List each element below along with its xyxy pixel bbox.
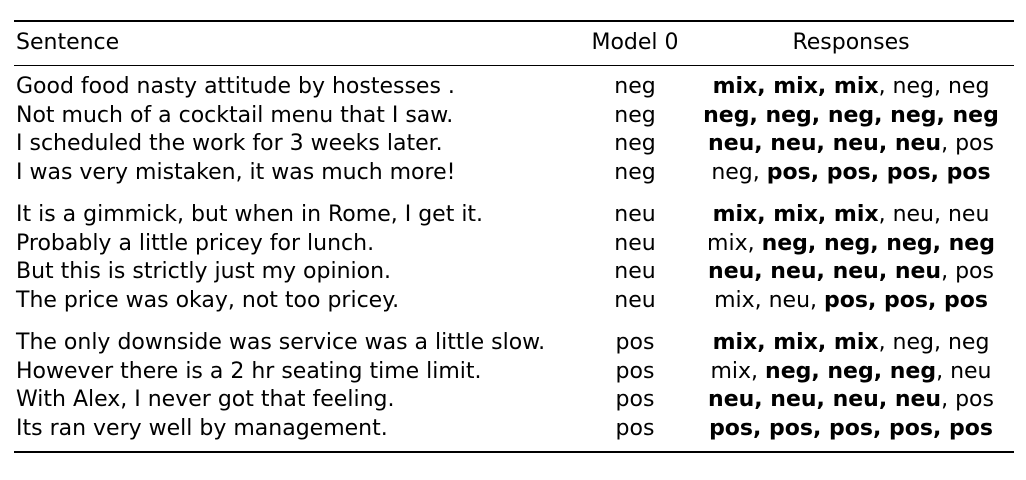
sentence-cell: However there is a 2 hr seating time lim… (16, 358, 482, 384)
model-label-cell: pos (615, 387, 655, 413)
sentence-cell: The only downside was service was a litt… (16, 330, 546, 355)
response-majority-segment: neg, neg, neg (765, 358, 937, 384)
response-majority-segment: neu, neu, neu, neu (708, 387, 942, 413)
response-segment: , pos (941, 259, 994, 285)
sentence-cell: Good food nasty attitude by hostesses . (16, 74, 455, 99)
header-responses: Responses (792, 30, 910, 55)
sentence-cell: Probably a little pricey for lunch. (16, 230, 375, 256)
model-label-cell: neu (614, 288, 656, 314)
response-segment: , pos (941, 131, 994, 157)
responses-cell: neu, neu, neu, neu, pos (688, 130, 1014, 158)
responses-cell: neg, neg, neg, neg, neg (688, 102, 1014, 130)
sentence-cell: The price was okay, not too pricey. (16, 288, 400, 314)
response-segment: mix, (707, 230, 762, 256)
model-label-cell: neu (614, 202, 656, 227)
response-majority-segment: neg, neg, neg, neg (761, 230, 995, 256)
response-segment: , neu, neu (878, 202, 990, 227)
response-majority-segment: mix, mix, mix (712, 74, 879, 99)
responses-cell: mix, neg, neg, neg, neu (688, 358, 1014, 386)
responses-cell: mix, mix, mix, neg, neg (688, 329, 1014, 357)
sentence-cell: But this is strictly just my opinion. (16, 259, 392, 285)
responses-cell: pos, pos, pos, pos, pos (688, 415, 1014, 443)
model-label-cell: neg (614, 74, 656, 99)
header-model: Model 0 (591, 30, 679, 55)
response-segment: , pos (941, 387, 994, 413)
top-rule (14, 20, 1014, 22)
responses-cell: mix, mix, mix, neg, neg (688, 73, 1014, 101)
response-majority-segment: neg, neg, neg, neg, neg (703, 102, 999, 128)
responses-cell: mix, mix, mix, neu, neu (688, 201, 1014, 229)
response-majority-segment: pos, pos, pos, pos, pos (709, 416, 993, 442)
response-majority-segment: pos, pos, pos, pos (766, 160, 991, 186)
response-segment: , neg, neg (878, 330, 990, 355)
bottom-rule (14, 451, 1014, 453)
sentence-cell: Not much of a cocktail menu that I saw. (16, 102, 454, 128)
responses-cell: neu, neu, neu, neu, pos (688, 258, 1014, 286)
response-majority-segment: neu, neu, neu, neu (708, 259, 942, 285)
sentence-cell: I scheduled the work for 3 weeks later. (16, 131, 443, 157)
header-sentence: Sentence (16, 30, 120, 55)
model-label-cell: neu (614, 259, 656, 285)
response-majority-segment: pos, pos, pos (824, 288, 988, 314)
model-label-cell: pos (615, 330, 655, 355)
response-segment: neg, (711, 160, 767, 186)
responses-cell: neg, pos, pos, pos, pos (688, 159, 1014, 187)
header-rule (14, 65, 1014, 66)
response-majority-segment: mix, mix, mix (712, 202, 879, 227)
response-majority-segment: mix, mix, mix (712, 330, 879, 355)
response-segment: mix, neu, (714, 288, 825, 314)
model-label-cell: neg (614, 131, 656, 157)
responses-cell: mix, neg, neg, neg, neg (688, 230, 1014, 258)
sentence-cell: Its ran very well by management. (16, 416, 388, 442)
model-label-cell: pos (615, 416, 655, 442)
model-label-cell: neg (614, 160, 656, 186)
model-label-cell: pos (615, 358, 655, 384)
response-segment: , neg, neg (878, 74, 990, 99)
sentence-cell: With Alex, I never got that feeling. (16, 387, 395, 413)
response-majority-segment: neu, neu, neu, neu (708, 131, 942, 157)
sentence-cell: It is a gimmick, but when in Rome, I get… (16, 202, 484, 227)
model-label-cell: neg (614, 102, 656, 128)
response-segment: mix, (710, 358, 766, 384)
model-label-cell: neu (614, 230, 656, 256)
responses-cell: mix, neu, pos, pos, pos (688, 287, 1014, 315)
response-segment: , neu (936, 358, 992, 384)
responses-cell: neu, neu, neu, neu, pos (688, 386, 1014, 414)
sentence-cell: I was very mistaken, it was much more! (16, 160, 456, 186)
